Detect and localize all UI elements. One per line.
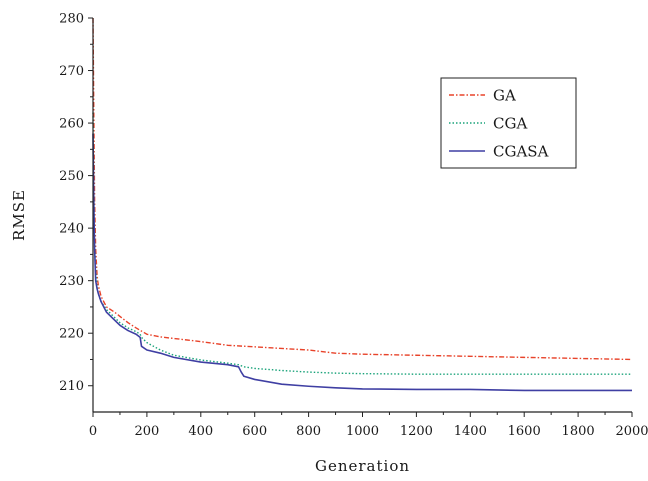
x-tick-label: 1000: [346, 424, 379, 439]
x-tick-label: 1200: [400, 424, 433, 439]
x-tick-label: 600: [242, 424, 267, 439]
y-tick-label: 280: [59, 12, 84, 27]
x-tick-label: 1600: [508, 424, 541, 439]
y-tick-label: 270: [59, 64, 84, 79]
legend-label-cgasa: CGASA: [493, 143, 549, 161]
y-tick-label: 230: [59, 274, 84, 289]
y-tick-label: 250: [59, 169, 84, 184]
legend: GA CGA CGASA: [440, 77, 577, 169]
x-tick-label: 800: [296, 424, 321, 439]
axes-layer: 0 200 400 600 800 1000 1200 1400 1600 1800 2000 210…: [59, 12, 648, 440]
x-tick-label: 400: [188, 424, 213, 439]
y-tick-label: 240: [59, 222, 84, 237]
series-line-ga: [92, 17, 633, 361]
y-tick-label: 220: [59, 327, 84, 342]
legend-label-ga: GA: [493, 87, 516, 105]
legend-label-cga: CGA: [493, 115, 527, 133]
x-tick-label: 1400: [454, 424, 487, 439]
y-tick-label: 260: [59, 117, 84, 132]
y-tick-label: 210: [59, 379, 84, 394]
series-line-cgasa: [92, 133, 632, 392]
x-tick-label: 200: [134, 424, 159, 439]
x-tick-label: 1800: [562, 424, 595, 439]
y-axis-title: RMSE: [10, 189, 28, 241]
x-tick-label: 0: [89, 424, 97, 439]
series-layer: [92, 17, 633, 392]
x-axis-title: Generation: [315, 457, 410, 475]
x-tick-label: 2000: [615, 424, 648, 439]
